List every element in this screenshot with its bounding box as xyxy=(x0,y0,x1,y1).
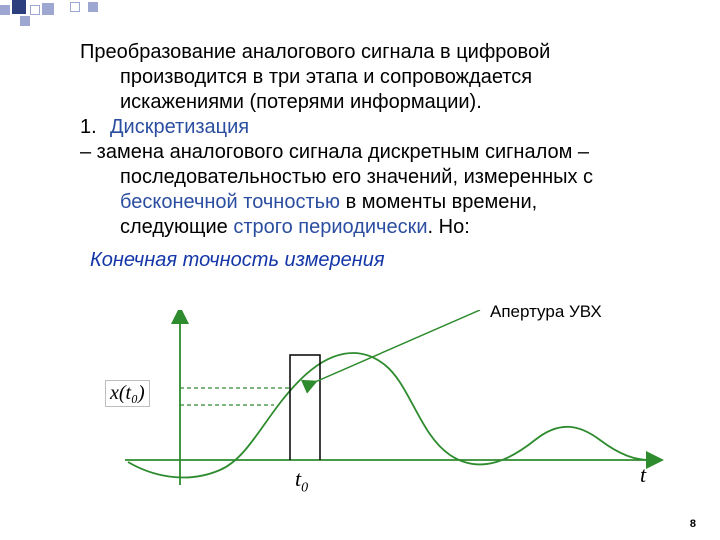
page-number: 8 xyxy=(690,518,696,530)
diagram-svg xyxy=(110,310,670,510)
decor-square xyxy=(70,2,80,12)
intro-line-2: производится в три этапа и сопровождаетс… xyxy=(80,65,660,90)
x-axis-t-label: t xyxy=(640,462,646,488)
intro-line-1: Преобразование аналогового сигнала в циф… xyxy=(80,40,660,65)
list-item-1: 1. Дискретизация xyxy=(80,115,660,140)
decor-square xyxy=(0,5,10,15)
list-title: Дискретизация xyxy=(110,115,249,140)
aperture-label: Апертура УВХ xyxy=(490,302,602,322)
definition-line-1: – замена аналогового сигнала дискретным … xyxy=(80,140,660,165)
decor-square xyxy=(88,2,98,12)
decor-square xyxy=(42,3,54,15)
decor-square xyxy=(30,5,40,15)
definition-line-2: последовательностью его значений, измере… xyxy=(80,165,660,215)
x-axis-t0-label: t0 xyxy=(295,466,308,496)
list-number: 1. xyxy=(80,115,110,140)
y-axis-label: x(t₀) xyxy=(105,380,150,407)
decor-square xyxy=(20,16,30,26)
measurement-note: Конечная точность измерения xyxy=(90,248,660,273)
decor-square xyxy=(12,0,26,14)
corner-decoration xyxy=(0,0,120,30)
intro-line-3: искажениями (потерями информации). xyxy=(80,90,660,115)
definition-line-3: следующие строго периодически. Но: xyxy=(80,215,660,240)
slide-text: Преобразование аналогового сигнала в циф… xyxy=(80,40,660,273)
signal-diagram: x(t₀) t0 t Апертура УВХ xyxy=(110,310,670,520)
